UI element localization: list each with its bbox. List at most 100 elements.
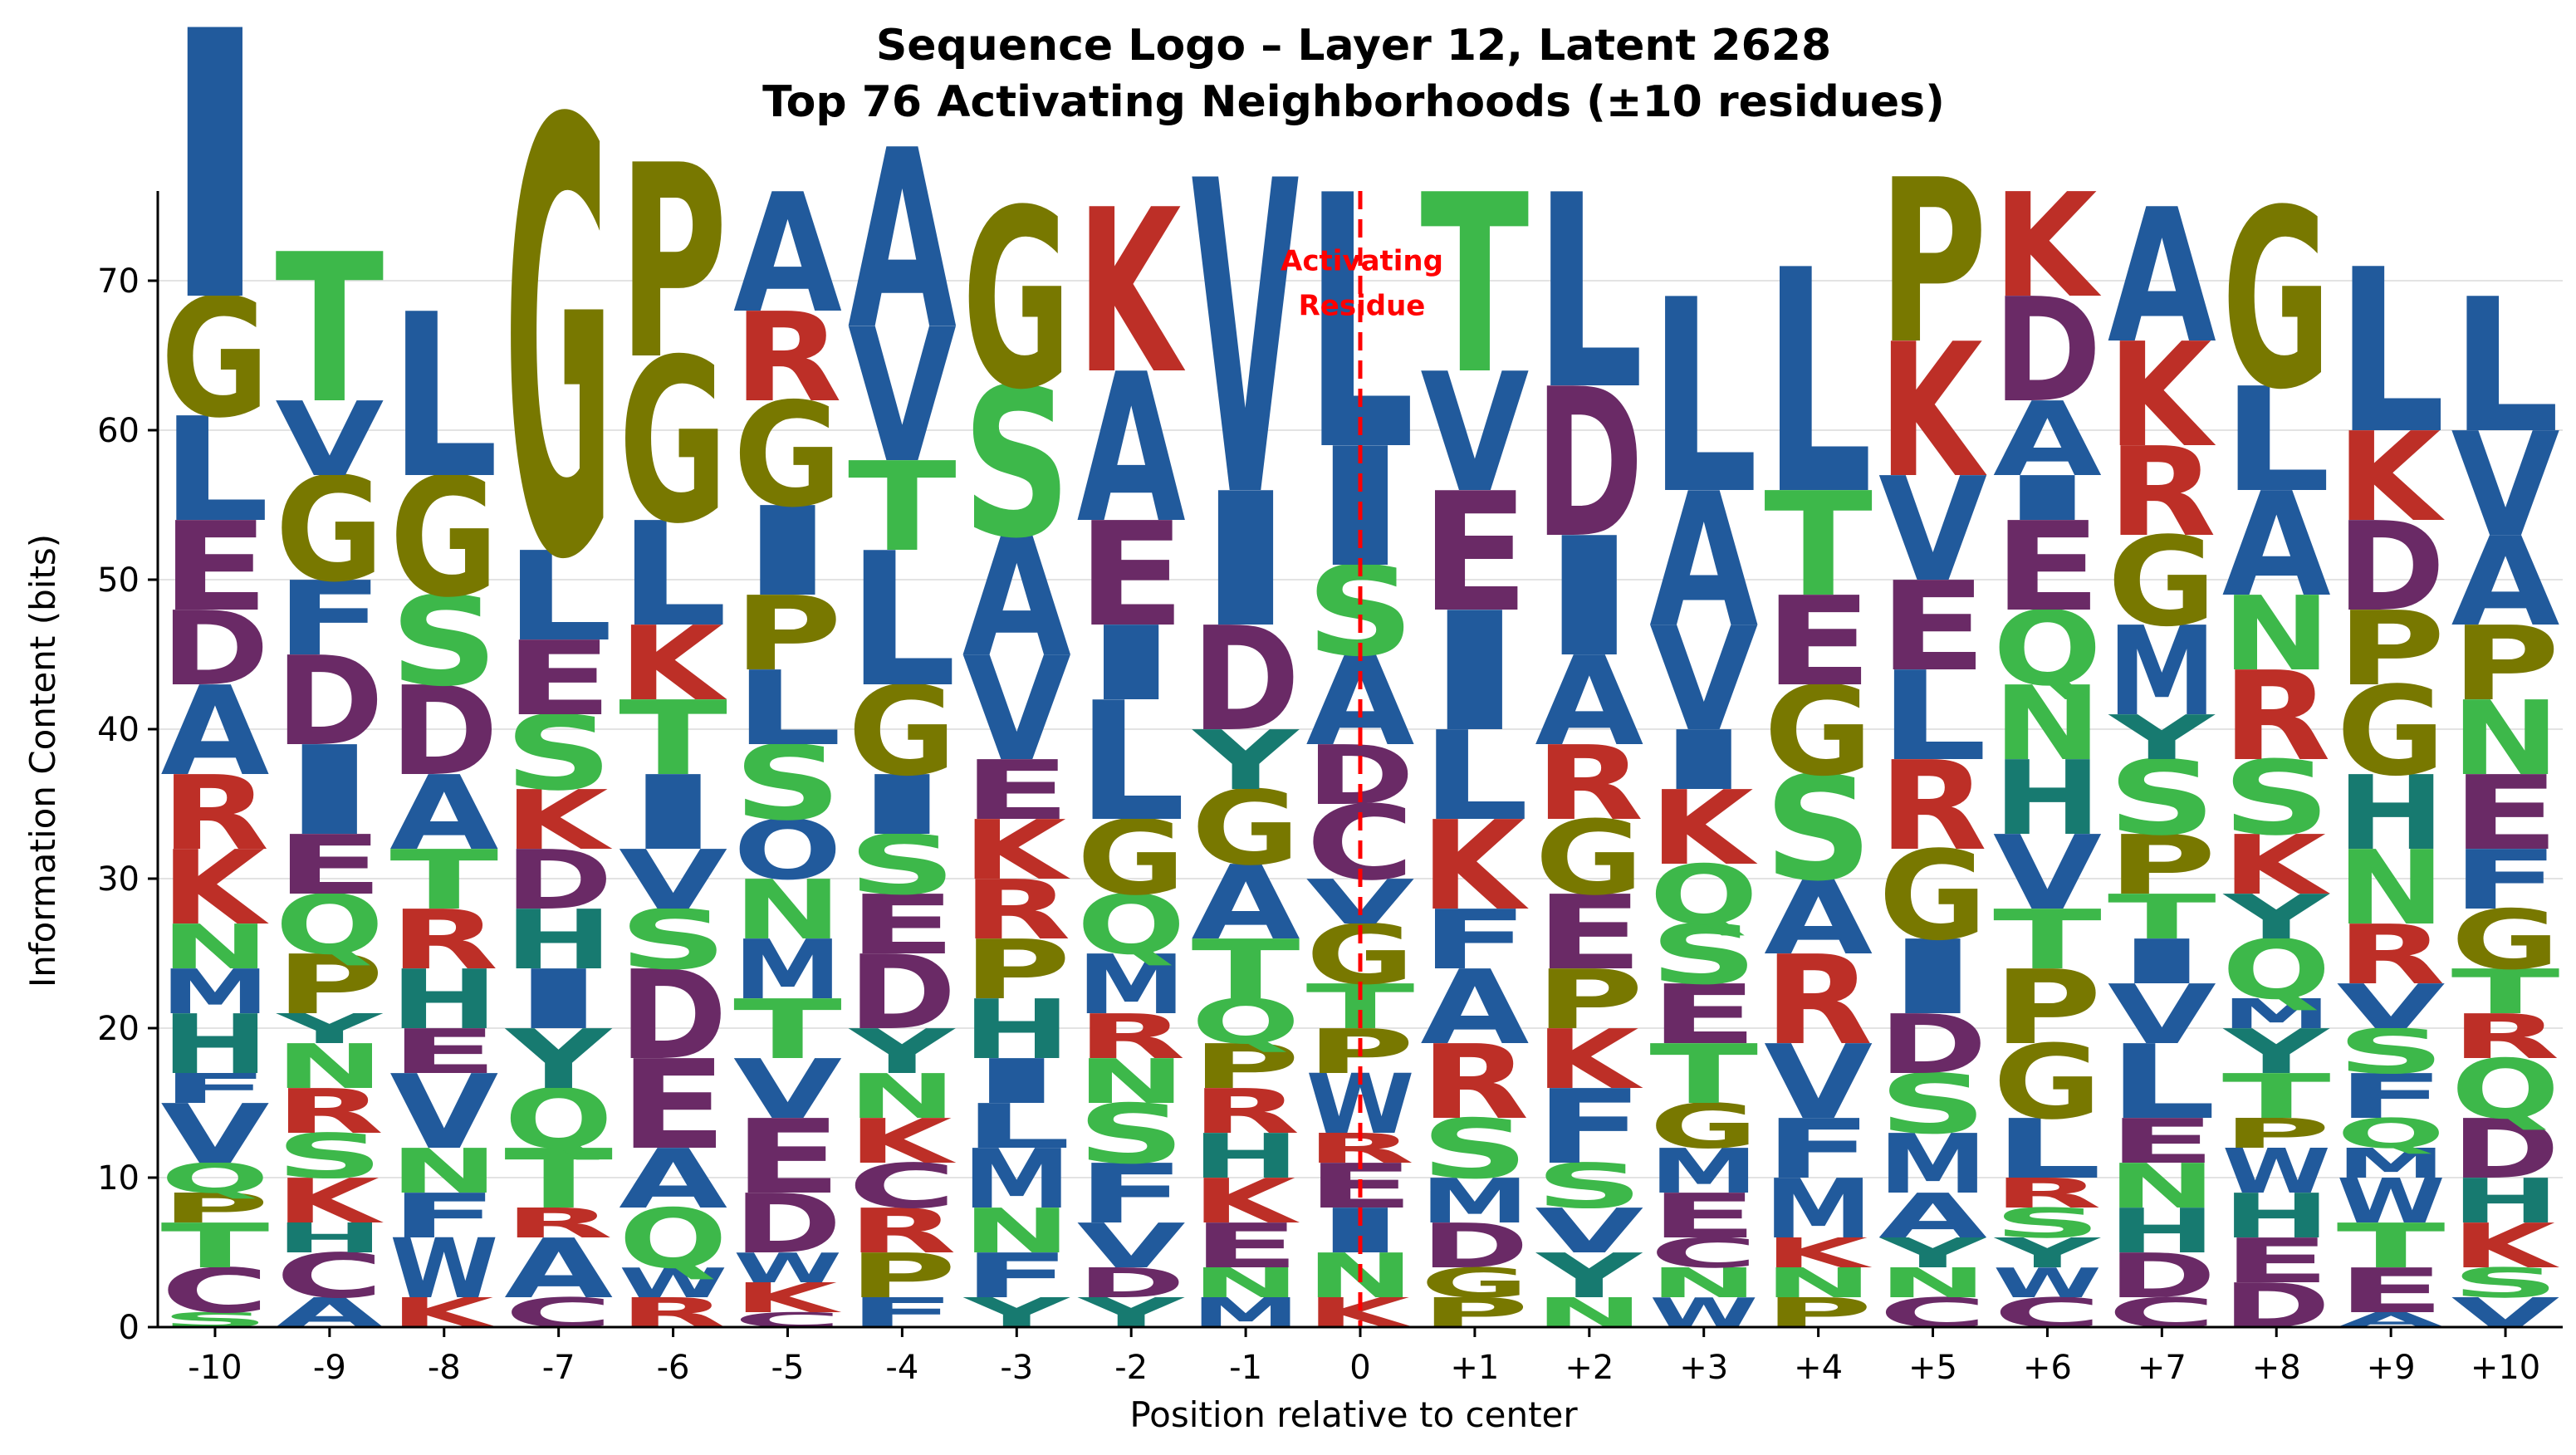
logo-letter: Q bbox=[275, 878, 384, 973]
logo-letter: V bbox=[389, 1053, 498, 1172]
logo-letter: R bbox=[733, 287, 842, 430]
logo-letter: K bbox=[1192, 1165, 1300, 1237]
x-tick-label: -10 bbox=[188, 1349, 242, 1387]
logo-letter: K bbox=[1420, 795, 1528, 938]
logo-letter: T bbox=[1993, 893, 2102, 988]
logo-letter: A bbox=[2222, 462, 2331, 629]
logo-letter: N bbox=[962, 1195, 1071, 1266]
logo-letter: V bbox=[1535, 1195, 1643, 1266]
logo-letter: C bbox=[1649, 1229, 1758, 1277]
logo-letter: Q bbox=[1077, 878, 1186, 973]
logo-letter: S bbox=[848, 817, 957, 913]
logo-letter: F bbox=[2337, 1061, 2446, 1133]
y-tick-label: 30 bbox=[97, 860, 140, 899]
logo-letter: T bbox=[389, 833, 498, 928]
logo-letter: I bbox=[504, 952, 613, 1047]
logo-letter: W bbox=[1993, 1260, 2102, 1307]
logo-letter: K bbox=[848, 1105, 957, 1177]
logo-letter: H bbox=[160, 997, 269, 1093]
logo-letter: F bbox=[1764, 1101, 1873, 1197]
logo-letter: V bbox=[1192, 91, 1300, 592]
logo-letter: I bbox=[619, 754, 727, 873]
logo-letter: G bbox=[1764, 660, 1873, 803]
y-tick-label: 60 bbox=[97, 412, 140, 450]
y-tick-label: 40 bbox=[97, 711, 140, 749]
logo-letter: I bbox=[1878, 919, 1987, 1037]
logo-letter: N bbox=[1993, 664, 2102, 784]
logo-letter: F bbox=[2451, 832, 2560, 928]
logo-letter: R bbox=[1878, 735, 1987, 879]
logo-letter: G bbox=[962, 158, 1071, 444]
logo-letter: T bbox=[1420, 142, 1529, 429]
logo-letter: L bbox=[1878, 646, 1987, 789]
logo-letter: V bbox=[733, 1041, 842, 1137]
logo-letter: F bbox=[1420, 892, 1529, 987]
logo-letter: I bbox=[848, 757, 957, 853]
logo-letter: T bbox=[1764, 463, 1873, 629]
logo-letter: H bbox=[2451, 1165, 2560, 1237]
logo-letter: L bbox=[2451, 260, 2560, 474]
logo-letter: I bbox=[1192, 454, 1300, 669]
logo-letter: D bbox=[275, 631, 384, 774]
logo-letter: D bbox=[1993, 267, 2102, 434]
logo-letter: E bbox=[2222, 1226, 2331, 1297]
logo-letter: Y bbox=[2222, 1017, 2331, 1088]
x-tick-label: +2 bbox=[1565, 1349, 1614, 1387]
logo-letter: W bbox=[733, 1245, 842, 1292]
y-tick-label: 10 bbox=[97, 1159, 140, 1198]
logo-letter: G bbox=[2337, 660, 2446, 803]
logo-letter: I bbox=[1305, 1195, 1414, 1266]
logo-letter: T bbox=[733, 982, 842, 1078]
logo-letter: V bbox=[1077, 1210, 1186, 1281]
logo-letter: P bbox=[848, 1241, 957, 1312]
x-tick-label: +8 bbox=[2252, 1349, 2301, 1387]
logo-letter: K bbox=[504, 773, 612, 869]
logo-letter: H bbox=[1993, 739, 2102, 859]
logo-letter: R bbox=[2451, 1001, 2560, 1072]
logo-letter: H bbox=[275, 1215, 384, 1262]
logo-letter: R bbox=[2337, 908, 2446, 1003]
logo-letter: M bbox=[2222, 991, 2331, 1038]
logo-letter: D bbox=[1192, 596, 1300, 763]
logo-letter: V bbox=[1764, 1023, 1873, 1142]
logo-letter: P bbox=[1192, 1031, 1300, 1103]
logo-letter: N bbox=[389, 1135, 498, 1207]
logo-letter: V bbox=[1878, 447, 1987, 614]
logo-letter: T bbox=[2337, 1211, 2446, 1282]
logo-letter: F bbox=[962, 1241, 1071, 1312]
logo-letter: F bbox=[389, 1181, 498, 1252]
logo-letter: G bbox=[1649, 1091, 1758, 1163]
logo-letter: V bbox=[1649, 596, 1758, 763]
logo-letter: A bbox=[389, 754, 498, 873]
logo-letter: N bbox=[275, 1031, 384, 1102]
x-tick-label: +9 bbox=[2367, 1349, 2416, 1387]
logo-letter: T bbox=[848, 437, 957, 580]
logo-letter: K bbox=[733, 1275, 842, 1322]
logo-letter: P bbox=[275, 938, 384, 1033]
logo-letter: G bbox=[389, 443, 498, 634]
logo-letter: E bbox=[619, 1035, 727, 1178]
logo-letter: G bbox=[733, 373, 842, 539]
logo-letter: R bbox=[389, 893, 498, 988]
logo-letter: K bbox=[2451, 1210, 2560, 1281]
logo-letter: Q bbox=[2451, 1042, 2560, 1138]
logo-letter: G bbox=[619, 311, 727, 574]
logo-letter: G bbox=[1077, 799, 1186, 919]
logo-letter: E bbox=[1993, 497, 2102, 639]
x-tick-label: +5 bbox=[1908, 1349, 1957, 1387]
logo-letter: A bbox=[1077, 330, 1186, 568]
logo-letter: V bbox=[275, 380, 384, 499]
logo-letter: I bbox=[733, 481, 842, 625]
logo-letter: S bbox=[619, 892, 727, 987]
logo-letter: A bbox=[1878, 1180, 1987, 1252]
logo-letter: P bbox=[2222, 1110, 2331, 1158]
logo-letter: M bbox=[2108, 601, 2216, 744]
logo-letter: G bbox=[1878, 825, 1987, 968]
logo-letter: L bbox=[619, 492, 727, 659]
logo-letter: T bbox=[1649, 1027, 1758, 1123]
